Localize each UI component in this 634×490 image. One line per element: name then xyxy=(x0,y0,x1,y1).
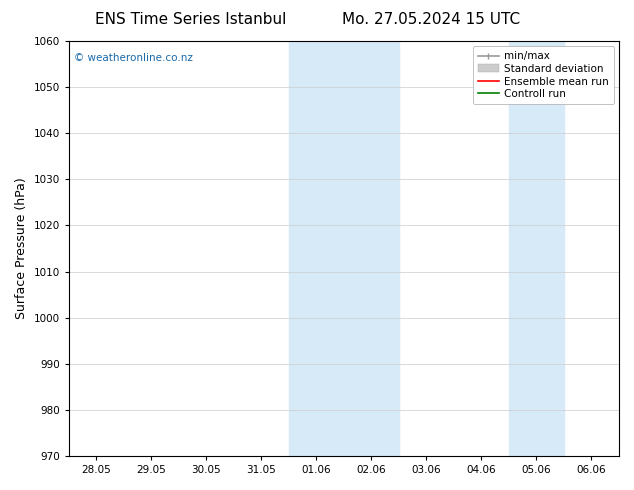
Text: ENS Time Series Istanbul: ENS Time Series Istanbul xyxy=(94,12,286,27)
Bar xyxy=(289,41,399,456)
Text: Mo. 27.05.2024 15 UTC: Mo. 27.05.2024 15 UTC xyxy=(342,12,520,27)
Text: © weatheronline.co.nz: © weatheronline.co.nz xyxy=(74,53,193,64)
Y-axis label: Surface Pressure (hPa): Surface Pressure (hPa) xyxy=(15,178,28,319)
Bar xyxy=(509,41,564,456)
Legend: min/max, Standard deviation, Ensemble mean run, Controll run: min/max, Standard deviation, Ensemble me… xyxy=(472,46,614,104)
